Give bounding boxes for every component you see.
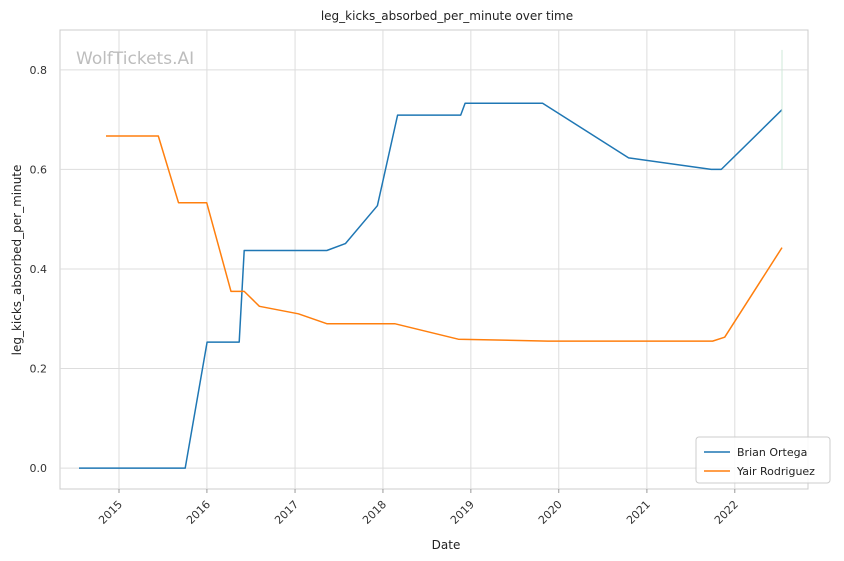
x-tick-label: 2016 [184, 498, 213, 527]
y-tick-label: 0.8 [30, 64, 48, 77]
chart-title: leg_kicks_absorbed_per_minute over time [321, 9, 573, 23]
series-line-brian-ortega [79, 102, 783, 469]
legend: Brian Ortega Yair Rodriguez [695, 436, 831, 484]
y-tick-label: 0.4 [30, 263, 48, 276]
grid [60, 30, 808, 489]
series-lines [79, 102, 783, 469]
watermark: WolfTickets.AI [76, 49, 194, 69]
x-tick-label: 2017 [272, 498, 301, 527]
x-axis-label: Date [432, 538, 461, 552]
x-tick-label: 2021 [624, 498, 653, 527]
y-tick-label: 0.0 [30, 462, 48, 475]
x-tick-label: 2020 [536, 498, 565, 527]
x-tick-label: 2015 [96, 498, 125, 527]
y-tick-label: 0.6 [30, 163, 48, 176]
x-tick-label: 2019 [448, 498, 477, 527]
y-axis-label: leg_kicks_absorbed_per_minute [10, 165, 24, 356]
legend-label-yair-rodriguez: Yair Rodriguez [736, 465, 815, 478]
y-axis-ticks: 0.0 0.2 0.4 0.6 0.8 [30, 64, 48, 475]
y-tick-label: 0.2 [30, 363, 48, 376]
plot-area [59, 29, 809, 490]
x-axis-ticks: 2015 2016 2017 2018 2019 2020 2021 2022 [96, 489, 741, 527]
series-line-yair-rodriguez [106, 135, 783, 342]
legend-label-brian-ortega: Brian Ortega [737, 446, 807, 459]
x-tick-label: 2022 [712, 498, 741, 527]
x-tick-label: 2018 [360, 498, 389, 527]
